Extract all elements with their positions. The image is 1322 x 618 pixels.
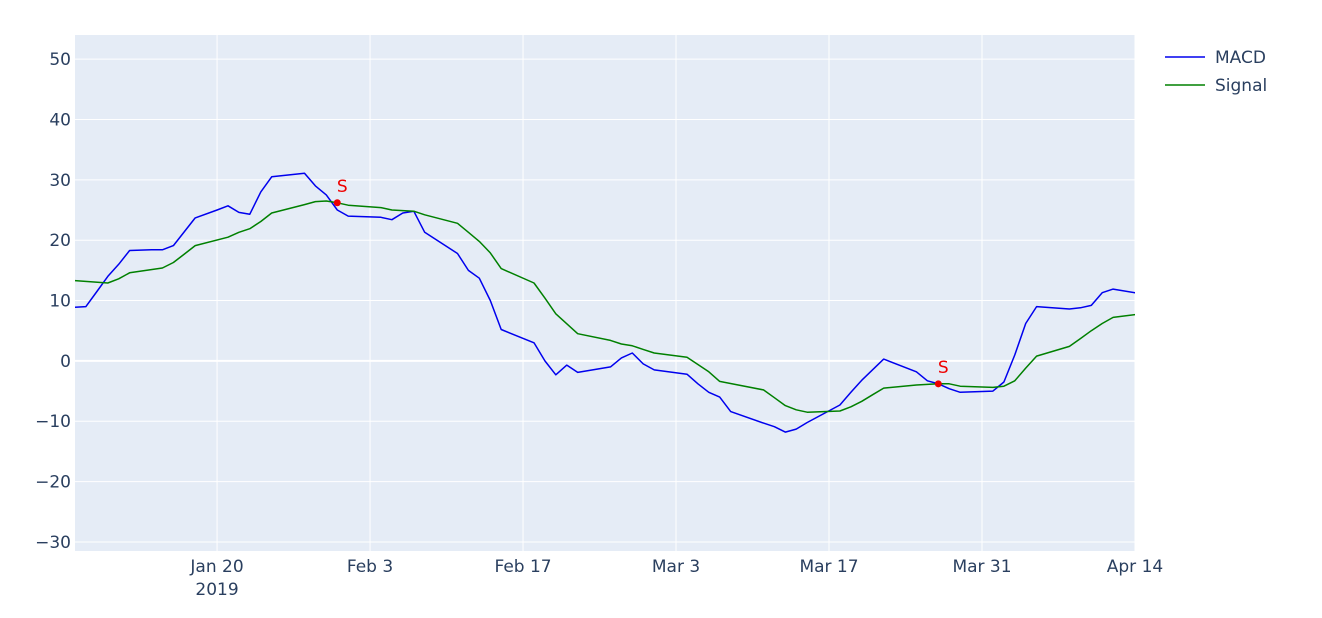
legend[interactable]: MACD Signal: [1165, 48, 1267, 96]
x-tick-label: Mar 17: [799, 557, 858, 577]
series-layer: [75, 172, 1135, 433]
x-tick-label: Mar 3: [652, 557, 700, 577]
y-tick-label: −10: [35, 412, 71, 432]
x-tick-label: Apr 14: [1107, 557, 1163, 577]
x-tick-label: Feb 3: [347, 557, 393, 577]
plot-background: [75, 35, 1135, 551]
y-tick-label: 50: [49, 50, 71, 70]
y-tick-label: 0: [60, 352, 71, 372]
sell-signal-label: S: [337, 177, 348, 197]
y-tick-label: −20: [35, 473, 71, 493]
x-tick-sublabel: 2019: [195, 580, 238, 600]
x-tick-labels: Jan 20 2019 Feb 3 Feb 17 Mar 3 Mar 17 Mar 31 Ap…: [189, 557, 1163, 600]
x-tick-label: Mar 31: [952, 557, 1011, 577]
marker-layer: SS: [333, 177, 949, 388]
x-tick-label: Jan 20: [189, 557, 243, 577]
sell-signal-label: S: [938, 358, 949, 378]
x-tick-label: Feb 17: [494, 557, 551, 577]
y-tick-label: 40: [49, 110, 71, 130]
y-gridlines: [75, 58, 1135, 543]
y-tick-label: 10: [49, 292, 71, 312]
legend-signal-label[interactable]: Signal: [1215, 76, 1267, 96]
y-tick-label: 20: [49, 231, 71, 251]
series-line-signal: [75, 200, 1135, 413]
sell-signal-marker: [333, 199, 341, 207]
legend-macd-label[interactable]: MACD: [1215, 48, 1266, 68]
y-tick-label: 30: [49, 171, 71, 191]
sell-signal-marker: [934, 380, 942, 388]
y-tick-labels: 50 40 30 20 10 0 −10 −20 −30: [35, 50, 71, 553]
series-line-macd: [75, 172, 1135, 433]
x-gridlines: [216, 35, 1136, 551]
y-tick-label: −30: [35, 533, 71, 553]
